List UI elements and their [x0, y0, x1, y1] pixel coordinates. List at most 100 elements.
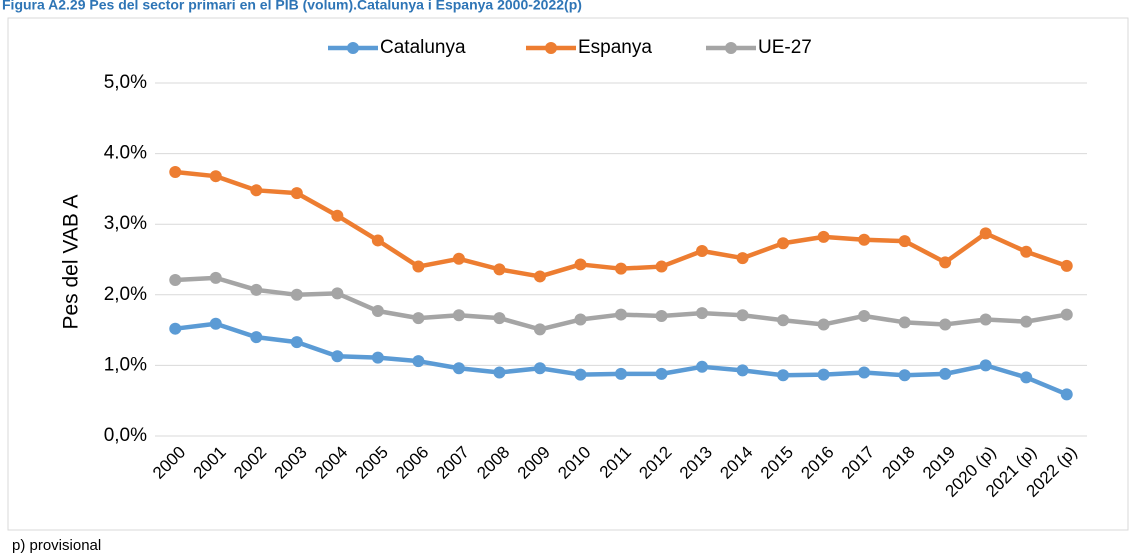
point	[250, 184, 263, 197]
x-tick-label: 2018	[878, 443, 918, 483]
point	[452, 362, 465, 375]
point	[736, 309, 749, 322]
x-tick-label: 2011	[596, 443, 635, 482]
x-tick-label: 2009	[514, 443, 554, 483]
point	[939, 367, 952, 380]
x-tick-label: 2008	[473, 443, 513, 483]
x-tick-label: 2014	[716, 443, 756, 483]
point	[655, 309, 668, 322]
x-tick-label: 2007	[433, 443, 473, 483]
point	[452, 252, 465, 265]
chart-border	[7, 17, 1129, 531]
legend-marker	[545, 42, 557, 54]
point	[371, 351, 384, 364]
point	[533, 362, 546, 375]
point	[736, 364, 749, 377]
y-tick-label: 3,0%	[104, 213, 147, 234]
point	[696, 245, 709, 258]
x-tick-label: 2013	[676, 443, 716, 483]
point	[1060, 259, 1073, 272]
point	[371, 234, 384, 247]
point	[898, 316, 911, 329]
point	[736, 252, 749, 265]
series-line	[175, 275, 1068, 332]
x-tick-label: 2016	[797, 443, 837, 483]
x-tick-label: 2003	[271, 443, 311, 483]
x-tick-label: 2002	[230, 443, 270, 483]
point	[696, 360, 709, 373]
point	[817, 318, 830, 331]
point	[169, 165, 182, 178]
x-tick-label: 2010	[554, 443, 594, 483]
series-line	[174, 321, 1068, 397]
x-tick-label: 2000	[149, 443, 189, 483]
y-tick-label: 2,0%	[104, 284, 147, 305]
point	[655, 260, 668, 273]
chart-title: Figura A2.29 Pes del sector primari en e…	[2, 0, 582, 13]
point	[574, 258, 587, 271]
point	[533, 270, 546, 283]
point	[1020, 245, 1033, 258]
point	[412, 355, 425, 368]
point	[939, 256, 952, 269]
legend-marker	[347, 42, 359, 54]
point	[412, 260, 425, 273]
y-tick-label: 0,0%	[104, 425, 147, 446]
x-tick-label: 2015	[757, 443, 797, 483]
point	[452, 309, 465, 322]
point	[615, 262, 627, 275]
point	[939, 318, 952, 331]
point	[898, 369, 911, 382]
point	[250, 283, 263, 296]
x-tick-label: 2004	[311, 443, 351, 483]
x-tick-label: 2012	[635, 443, 675, 483]
point	[493, 263, 506, 276]
point	[817, 368, 830, 381]
point	[412, 312, 425, 325]
legend-marker	[725, 42, 737, 54]
point	[169, 273, 182, 286]
point	[533, 323, 546, 336]
point	[777, 369, 790, 382]
point	[574, 313, 587, 326]
point	[979, 313, 992, 326]
point	[655, 367, 668, 380]
y-tick-label: 5,0%	[104, 72, 147, 93]
legend-label: Catalunya	[380, 37, 466, 58]
point	[250, 331, 263, 344]
point	[979, 359, 992, 372]
x-tick-label: 2006	[392, 443, 432, 483]
point	[209, 317, 222, 330]
point	[493, 366, 506, 379]
x-tick-label: 2005	[352, 443, 392, 483]
point	[574, 368, 587, 381]
point	[331, 287, 344, 300]
point	[1020, 371, 1033, 384]
point	[290, 288, 303, 301]
point	[169, 322, 182, 335]
point	[858, 309, 871, 322]
point	[858, 366, 871, 379]
legend-label: Espanya	[578, 37, 652, 58]
point	[209, 170, 222, 183]
point	[1020, 315, 1033, 328]
point	[858, 233, 871, 246]
point	[290, 187, 303, 200]
point	[331, 350, 344, 363]
point	[817, 230, 830, 243]
point	[777, 314, 790, 327]
x-tick-label: 2017	[838, 443, 878, 483]
y-axis-label: Pes del VAB A	[60, 194, 83, 329]
y-tick-label: 4.0%	[104, 143, 147, 164]
point	[493, 312, 506, 325]
point	[979, 227, 992, 240]
legend-label: UE-27	[758, 37, 812, 58]
point	[1060, 308, 1073, 321]
point	[290, 336, 303, 349]
x-tick-label: 2001	[190, 443, 230, 483]
note: p) provisional	[12, 537, 101, 554]
point	[696, 307, 709, 320]
point	[209, 271, 222, 284]
point	[1060, 388, 1073, 401]
